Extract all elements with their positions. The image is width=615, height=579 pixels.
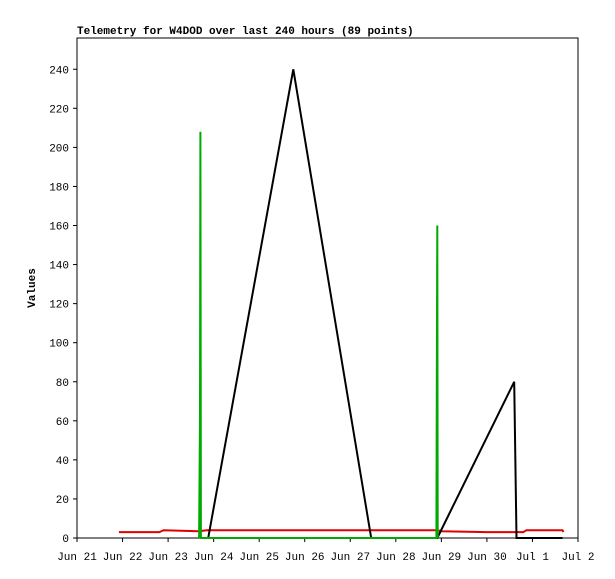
x-tick-label: Jun 25 <box>239 552 279 564</box>
x-tick-label: Jun 29 <box>422 552 462 564</box>
x-tick-label: Jun 27 <box>330 552 370 564</box>
y-tick-label: 40 <box>56 456 69 468</box>
x-tick-label: Jun 28 <box>376 552 416 564</box>
y-tick-label: 100 <box>49 339 69 351</box>
y-tick-label: 20 <box>56 495 69 507</box>
x-tick-label: Jul 2 <box>561 552 594 564</box>
x-tick-label: Jun 23 <box>148 552 188 564</box>
x-tick-label: Jun 21 <box>57 552 97 564</box>
y-tick-label: 140 <box>49 261 69 273</box>
y-tick-label: 160 <box>49 222 69 234</box>
x-tick-label: Jun 24 <box>194 552 234 564</box>
plot-frame <box>76 37 579 539</box>
y-tick-label: 180 <box>49 182 69 194</box>
y-axis-label: Values <box>27 268 39 308</box>
x-tick-label: Jun 22 <box>103 552 143 564</box>
chart-title: Telemetry for W4DOD over last 240 hours … <box>77 26 414 38</box>
y-tick-label: 240 <box>49 65 69 77</box>
x-tick-label: Jun 30 <box>467 552 507 564</box>
series-line <box>198 131 439 539</box>
y-tick-label: 220 <box>49 104 69 116</box>
x-tick-label: Jul 1 <box>516 552 549 564</box>
series-line <box>118 529 565 534</box>
y-tick-label: 200 <box>49 143 69 155</box>
y-tick-label: 60 <box>56 417 69 429</box>
y-tick-label: 120 <box>49 300 69 312</box>
x-tick-label: Jun 26 <box>285 552 325 564</box>
y-tick-label: 0 <box>62 534 69 546</box>
y-tick-label: 80 <box>56 378 69 390</box>
